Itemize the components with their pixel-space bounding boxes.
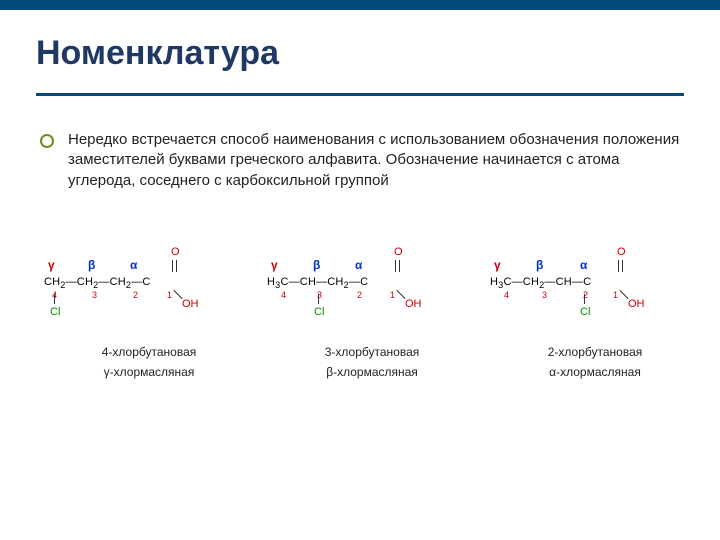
- name-iupac-2: 3-хлорбутановая: [267, 342, 477, 362]
- dblbond-3: [618, 260, 623, 272]
- dblbond-2: [395, 260, 400, 272]
- cl-bond-2: [318, 294, 319, 304]
- cl-bond-3: [584, 294, 585, 304]
- captions-1: 4-хлорбутановая γ-хлормасляная: [44, 342, 254, 383]
- greek-row-3: γ β α: [490, 258, 700, 274]
- top-bar: [0, 0, 720, 10]
- gamma-2: γ: [271, 258, 278, 272]
- o-1: O: [171, 246, 180, 258]
- name-trivial-3: α-хлормасляная: [490, 362, 700, 382]
- captions-3: 2-хлорбутановая α-хлормасляная: [490, 342, 700, 383]
- beta-2: β: [313, 258, 320, 272]
- cl-1: Cl: [50, 306, 60, 318]
- chain-1: CH2—CH2—CH2—C: [44, 276, 151, 290]
- intro-text: Нередко встречается способ наименования …: [68, 130, 684, 191]
- name-iupac-3: 2-хлорбутановая: [490, 342, 700, 362]
- name-trivial-2: β-хлормасляная: [267, 362, 477, 382]
- cl-3: Cl: [580, 306, 590, 318]
- o-3: O: [617, 246, 626, 258]
- chain-2: H3C—CH—CH2—C: [267, 276, 368, 290]
- greek-row-1: γ β α: [44, 258, 254, 274]
- slide-title: Номенклатура: [36, 34, 684, 87]
- name-iupac-1: 4-хлорбутановая: [44, 342, 254, 362]
- chain-3: H3C—CH2—CH—C: [490, 276, 591, 290]
- cl-bond-1: [54, 294, 55, 304]
- oh-2: OH: [405, 298, 422, 310]
- title-rule: [36, 93, 684, 96]
- gamma-1: γ: [48, 258, 55, 272]
- dblbond-1: [172, 260, 177, 272]
- o-2: O: [394, 246, 403, 258]
- title-block: Номенклатура: [36, 34, 684, 96]
- intro-block: Нередко встречается способ наименования …: [68, 130, 684, 191]
- captions-2: 3-хлорбутановая β-хлормасляная: [267, 342, 477, 383]
- oh-1: OH: [182, 298, 199, 310]
- alpha-1: α: [130, 258, 137, 272]
- alpha-3: α: [580, 258, 587, 272]
- name-trivial-1: γ-хлормасляная: [44, 362, 254, 382]
- beta-3: β: [536, 258, 543, 272]
- bullet-icon: [40, 134, 54, 148]
- cl-2: Cl: [314, 306, 324, 318]
- beta-1: β: [88, 258, 95, 272]
- greek-row-2: γ β α: [267, 258, 477, 274]
- oh-3: OH: [628, 298, 645, 310]
- alpha-2: α: [355, 258, 362, 272]
- gamma-3: γ: [494, 258, 501, 272]
